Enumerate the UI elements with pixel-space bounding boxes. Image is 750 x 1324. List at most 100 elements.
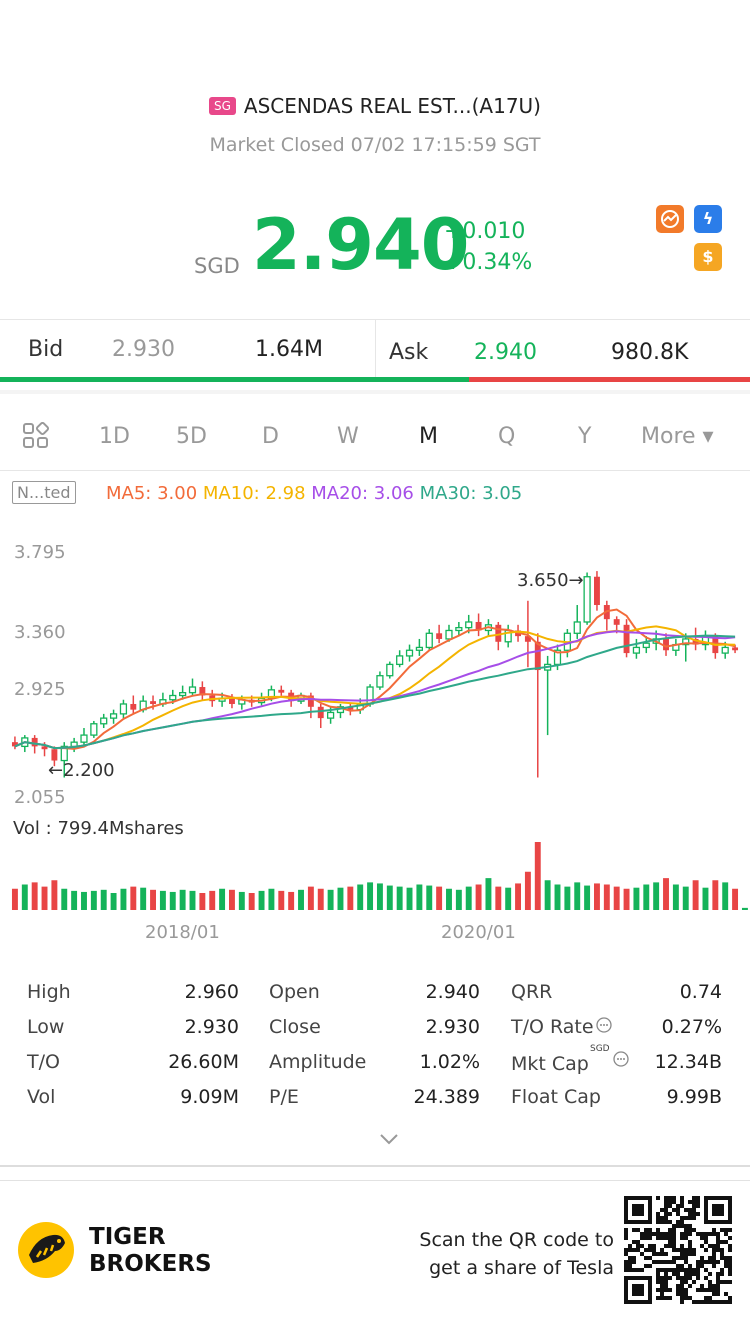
tab-1d[interactable]: 1D: [99, 424, 130, 449]
y-tick: 3.360: [14, 622, 66, 643]
tab-more[interactable]: More ▾: [641, 424, 714, 449]
qr-module: [660, 1288, 664, 1292]
volume-bar: [347, 886, 354, 910]
candlestick-chart[interactable]: [0, 540, 750, 810]
qr-module: [720, 1300, 724, 1304]
qr-module: [724, 1232, 728, 1236]
qr-module: [656, 1272, 660, 1276]
qr-module: [668, 1200, 672, 1204]
qr-module: [680, 1252, 684, 1256]
bid-ratio-fill: [0, 377, 469, 382]
volume-bar: [81, 891, 87, 910]
dollar-icon[interactable]: $: [694, 243, 722, 271]
volume-bar: [672, 884, 679, 910]
candle-body: [100, 717, 108, 725]
candle-body: [475, 621, 482, 631]
qr-module: [720, 1256, 724, 1260]
qr-module: [664, 1220, 668, 1224]
grid-layout-icon[interactable]: [22, 421, 50, 450]
qr-module: [688, 1208, 692, 1212]
qr-module: [628, 1220, 632, 1224]
qr-module: [708, 1284, 712, 1288]
qr-module: [724, 1256, 728, 1260]
qr-module: [716, 1244, 720, 1248]
qr-module: [696, 1300, 700, 1304]
qr-module: [632, 1248, 636, 1252]
qr-module: [636, 1276, 640, 1280]
qr-module: [728, 1200, 732, 1204]
qr-module: [628, 1268, 632, 1272]
qr-module: [672, 1196, 676, 1200]
qr-module: [728, 1280, 732, 1284]
tab-q[interactable]: Q: [498, 424, 516, 449]
qr-module: [636, 1288, 640, 1292]
info-icon[interactable]: [596, 1017, 612, 1033]
tab-y[interactable]: Y: [578, 424, 592, 449]
qr-module: [688, 1284, 692, 1288]
qr-module: [716, 1204, 720, 1208]
qr-module: [652, 1244, 656, 1248]
qr-module: [704, 1288, 708, 1292]
chart-badge-icon[interactable]: [656, 205, 684, 233]
qr-module: [652, 1252, 656, 1256]
volume-bar: [51, 880, 58, 910]
qr-module: [708, 1196, 712, 1200]
candle-body: [41, 746, 48, 750]
qr-module: [700, 1236, 704, 1240]
qr-module: [672, 1244, 676, 1248]
qr-module: [692, 1208, 696, 1212]
qr-module: [704, 1232, 708, 1236]
tab-m[interactable]: M: [419, 424, 438, 449]
qr-module: [632, 1268, 636, 1272]
volume-bar: [603, 884, 610, 910]
qr-module: [684, 1232, 688, 1236]
qr-module: [668, 1240, 672, 1244]
qr-module: [688, 1268, 692, 1272]
qr-module: [636, 1240, 640, 1244]
qr-module: [712, 1264, 716, 1268]
qr-module: [628, 1264, 632, 1268]
candle-body: [347, 706, 354, 710]
lightning-icon[interactable]: ϟ: [694, 205, 722, 233]
qr-module: [648, 1196, 652, 1200]
qr-module: [624, 1264, 628, 1268]
qr-module: [708, 1232, 712, 1236]
qr-module: [632, 1204, 636, 1208]
candle-body: [199, 687, 206, 696]
bid-label: Bid: [28, 337, 64, 362]
candle-body: [663, 638, 669, 651]
ma30-line: [14, 634, 736, 750]
qr-module: [720, 1228, 724, 1232]
qr-module: [680, 1284, 684, 1288]
qr-module: [640, 1276, 644, 1280]
volume-bar: [524, 871, 531, 910]
x-tick: 2018/01: [145, 922, 220, 943]
tab-d[interactable]: D: [262, 424, 279, 449]
chevron-down-icon[interactable]: [378, 1131, 400, 1145]
qr-module: [728, 1260, 732, 1264]
qr-module: [692, 1204, 696, 1208]
indicator-button[interactable]: N...ted: [12, 481, 76, 504]
volume-chart[interactable]: [0, 840, 750, 912]
qr-module: [632, 1212, 636, 1216]
qr-module: [656, 1232, 660, 1236]
candle-body: [583, 576, 591, 623]
qr-module: [692, 1228, 696, 1232]
tab-w[interactable]: W: [337, 424, 359, 449]
stat-value: 0.27%: [661, 1016, 722, 1038]
qr-module: [684, 1296, 688, 1300]
qr-module: [640, 1232, 644, 1236]
qr-module: [728, 1296, 732, 1300]
qr-module: [632, 1260, 636, 1264]
qr-module: [656, 1216, 660, 1220]
qr-module: [712, 1196, 716, 1200]
volume-bar: [584, 885, 591, 910]
volume-bar: [544, 880, 551, 910]
qr-module: [668, 1232, 672, 1236]
qr-module: [704, 1260, 708, 1264]
info-icon[interactable]: [613, 1051, 629, 1067]
qr-module: [624, 1232, 628, 1236]
qr-module: [664, 1196, 668, 1200]
tab-5d[interactable]: 5D: [176, 424, 207, 449]
y-tick: 2.055: [14, 787, 66, 808]
